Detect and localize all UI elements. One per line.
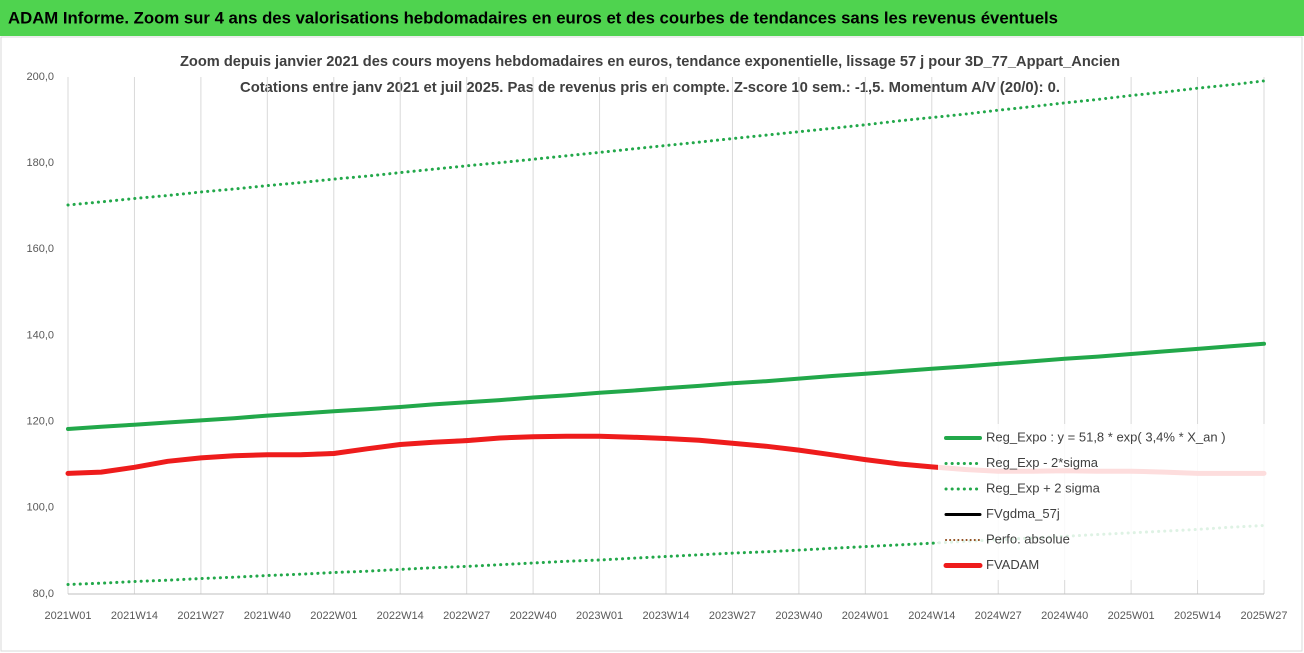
x-tick-label: 2025W27 — [1240, 610, 1287, 622]
x-tick-label: 2021W01 — [44, 610, 91, 622]
x-tick-label: 2021W27 — [177, 610, 224, 622]
x-tick-label: 2023W27 — [709, 610, 756, 622]
y-tick-label: 120,0 — [26, 416, 54, 428]
x-tick-label: 2024W01 — [842, 610, 889, 622]
series-line — [66, 341, 1266, 431]
x-tick-label: 2022W14 — [377, 610, 424, 622]
legend-label: Reg_Exp - 2*sigma — [986, 455, 1099, 470]
y-tick-label: 200,0 — [26, 71, 54, 83]
x-tick-label: 2024W14 — [908, 610, 955, 622]
legend-label: Reg_Expo : y = 51,8 * exp( 3,4% * X_an ) — [986, 429, 1226, 444]
chart-subtitle: Cotations entre janv 2021 et juil 2025. … — [240, 79, 1060, 96]
banner: ADAM Informe. Zoom sur 4 ans des valoris… — [8, 8, 1058, 27]
x-tick-label: 2023W01 — [576, 610, 623, 622]
x-tick-label: 2023W40 — [775, 610, 822, 622]
x-tick-label: 2022W27 — [443, 610, 490, 622]
legend-bg — [938, 424, 1268, 580]
legend-label: Perfo. absolue — [986, 531, 1070, 546]
x-tick-label: 2021W40 — [244, 610, 291, 622]
banner-bg — [0, 0, 1304, 36]
legend-label: Reg_Exp + 2 sigma — [986, 480, 1101, 495]
y-tick-label: 140,0 — [26, 329, 54, 341]
y-tick-label: 160,0 — [26, 243, 54, 255]
chart-border — [0, 36, 1303, 652]
x-tick-label: 2024W27 — [975, 610, 1022, 622]
y-tick-label: 100,0 — [26, 502, 54, 514]
chart-title: Zoom depuis janvier 2021 des cours moyen… — [180, 53, 1120, 70]
legend-label: FVADAM — [986, 557, 1039, 572]
series-line — [66, 79, 1266, 207]
x-tick-label: 2021W14 — [111, 610, 158, 622]
x-tick-label: 2025W01 — [1108, 610, 1155, 622]
x-tick-label: 2022W40 — [510, 610, 557, 622]
x-tick-label: 2022W01 — [310, 610, 357, 622]
y-tick-label: 80,0 — [33, 588, 54, 600]
x-tick-label: 2023W14 — [642, 610, 689, 622]
x-tick-label: 2025W14 — [1174, 610, 1221, 622]
x-tick-label: 2024W40 — [1041, 610, 1088, 622]
legend-label: FVgdma_57j — [986, 506, 1060, 521]
series-line — [66, 524, 1266, 586]
y-tick-label: 180,0 — [26, 157, 54, 169]
